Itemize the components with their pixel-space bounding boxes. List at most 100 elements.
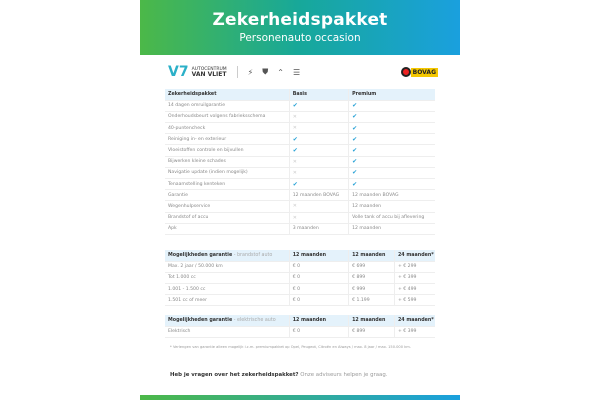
table-cell: € 0	[288, 294, 349, 307]
table-row: Brandstof of accu ✕ Volle tank of accu bij…	[165, 212, 435, 224]
table-cell: Elektrisch	[165, 326, 290, 338]
table-cell: 1.001 - 1.500 cc	[165, 283, 290, 296]
table-row: Wegenhulpservice ✕ 12 maanden	[165, 200, 435, 213]
table-cell: Basis	[288, 89, 349, 101]
table-cell: Wegenhulpservice	[165, 200, 290, 213]
package-table: Zekerheidspakket Basis Premium 14 dagen omr…	[165, 89, 435, 235]
fuel-warranty-table: Mogelijkheden garantie - brandstof auto 1…	[165, 250, 435, 307]
cross-icon: ✕	[292, 125, 297, 132]
dealer-name-line2: VAN VLIET	[191, 70, 227, 78]
question-bold: Heb je vragen over het zekerheidspakket?	[170, 372, 299, 378]
table-cell: + € 499	[393, 283, 435, 296]
opel-icon: ⚡	[247, 67, 254, 77]
table-row: Tenaamstelling kenteken ✔ ✔	[165, 178, 435, 191]
table-row: 1.501 cc of meer € 0 € 1.199 + € 599	[165, 294, 435, 307]
table-row: Apk 3 maanden 12 maanden	[165, 223, 435, 235]
check-icon: ✔	[352, 124, 358, 132]
cross-cell: ✕	[288, 156, 349, 168]
check-cell: ✔	[348, 178, 435, 191]
divider	[236, 66, 238, 78]
check-cell: ✔	[348, 156, 435, 168]
ds-icon: ☰	[292, 67, 301, 77]
check-icon: ✔	[292, 147, 298, 155]
table-cell: € 0	[288, 326, 349, 338]
check-icon: ✔	[352, 102, 358, 110]
table-row: 1.001 - 1.500 cc € 0 € 999 + € 499	[165, 283, 435, 296]
footnote: * Verlengen van garantie alleen mogelijk…	[170, 345, 411, 349]
cross-icon: ✕	[292, 214, 297, 221]
table-cell: Onderhoudsbeurt volgens fabrieksschema	[165, 111, 290, 124]
check-icon: ✔	[352, 180, 358, 188]
check-icon: ✔	[292, 180, 298, 188]
dealer-name-line1: AUTOCENTRUM	[191, 66, 227, 72]
table-header: Zekerheidspakket Basis Premium	[165, 89, 435, 101]
cross-icon: ✕	[292, 158, 297, 165]
table-cell: Tenaamstelling kenteken	[165, 178, 290, 191]
bovag-logo: BOVAG	[400, 67, 438, 77]
cross-cell: ✕	[288, 200, 349, 213]
cross-cell: ✕	[288, 212, 349, 224]
check-cell: ✔	[288, 178, 349, 191]
table-cell: Vloeistoffen controle en bijvullen	[165, 144, 290, 157]
table-row: Elektrisch € 0 € 899 + € 399	[165, 326, 435, 338]
citroen-icon: ⌃	[277, 67, 284, 77]
cross-cell: ✕	[288, 111, 349, 124]
table-cell: 14 dagen omruilgarantie	[165, 100, 290, 112]
table-row: Max. 2 jaar / 50.000 km € 0 € 699 + € 299	[165, 261, 435, 273]
header-suffix: - elektrische auto	[232, 317, 276, 323]
page-title: Zekerheidspakket	[212, 10, 388, 30]
check-icon: ✔	[292, 135, 298, 143]
table-row: Onderhoudsbeurt volgens fabrieksschema ✕ ✔	[165, 111, 435, 124]
check-cell: ✔	[288, 133, 349, 146]
table-cell: € 0	[288, 272, 349, 285]
check-icon: ✔	[292, 102, 298, 110]
table-cell: 12 maanden	[348, 223, 435, 235]
table-row: Bijwerken kleine schades ✕ ✔	[165, 156, 435, 168]
header-title: Mogelijkheden garantie	[168, 252, 233, 258]
table-cell: + € 299	[393, 261, 435, 273]
table-cell: Bijwerken kleine schades	[165, 156, 290, 168]
question-rest: Onze adviseurs helpen je graag.	[298, 372, 388, 378]
table-cell: + € 399	[393, 326, 435, 338]
check-cell: ✔	[288, 144, 349, 157]
table-cell: 12 maanden	[348, 200, 435, 213]
table-cell: 12 maanden BOVAG	[288, 189, 349, 202]
table-header: Mogelijkheden garantie - brandstof auto 1…	[165, 250, 435, 262]
check-cell: ✔	[348, 144, 435, 157]
page-subtitle: Personenauto occasion	[239, 32, 361, 44]
table-cell: Garantie	[165, 189, 290, 202]
table-cell: Tot 1.000 cc	[165, 272, 290, 285]
table-cell: € 0	[288, 283, 349, 296]
table-cell: € 999	[348, 283, 395, 296]
check-cell: ✔	[348, 122, 435, 135]
table-cell: + € 599	[393, 294, 435, 307]
check-cell: ✔	[348, 133, 435, 146]
header-label: Mogelijkheden garantie - elektrische aut…	[165, 315, 290, 327]
table-row: Tot 1.000 cc € 0 € 899 + € 399	[165, 272, 435, 285]
table-cell: Max. 2 jaar / 50.000 km	[165, 261, 290, 273]
table-cell: 40-puntencheck	[165, 122, 290, 135]
table-cell: 24 maanden*	[393, 315, 435, 327]
check-cell: ✔	[348, 167, 435, 180]
table-cell: 12 maanden	[288, 250, 349, 262]
cross-cell: ✕	[288, 122, 349, 135]
table-cell: € 1.199	[348, 294, 395, 307]
table-header: Mogelijkheden garantie - elektrische aut…	[165, 315, 435, 327]
table-cell: Zekerheidspakket	[165, 89, 290, 101]
dealer-logo: V7 AUTOCENTRUM VAN VLIET	[168, 64, 227, 80]
table-cell: 12 maanden	[288, 315, 349, 327]
cross-icon: ✕	[292, 169, 297, 176]
header-title: Mogelijkheden garantie	[168, 317, 233, 323]
table-cell: Navigatie update (indien mogelijk)	[165, 167, 290, 180]
electric-warranty-table: Mogelijkheden garantie - elektrische aut…	[165, 315, 435, 338]
table-cell: 24 maanden*	[393, 250, 435, 262]
check-icon: ✔	[352, 147, 358, 155]
table-cell: Premium	[348, 89, 435, 101]
v7-logo-icon: V7	[168, 64, 189, 80]
table-cell: € 899	[348, 272, 395, 285]
table-cell: Apk	[165, 223, 290, 235]
footer-bar	[140, 395, 460, 400]
check-cell: ✔	[348, 111, 435, 124]
table-row: Vloeistoffen controle en bijvullen ✔ ✔	[165, 144, 435, 157]
table-cell: 3 maanden	[288, 223, 349, 235]
